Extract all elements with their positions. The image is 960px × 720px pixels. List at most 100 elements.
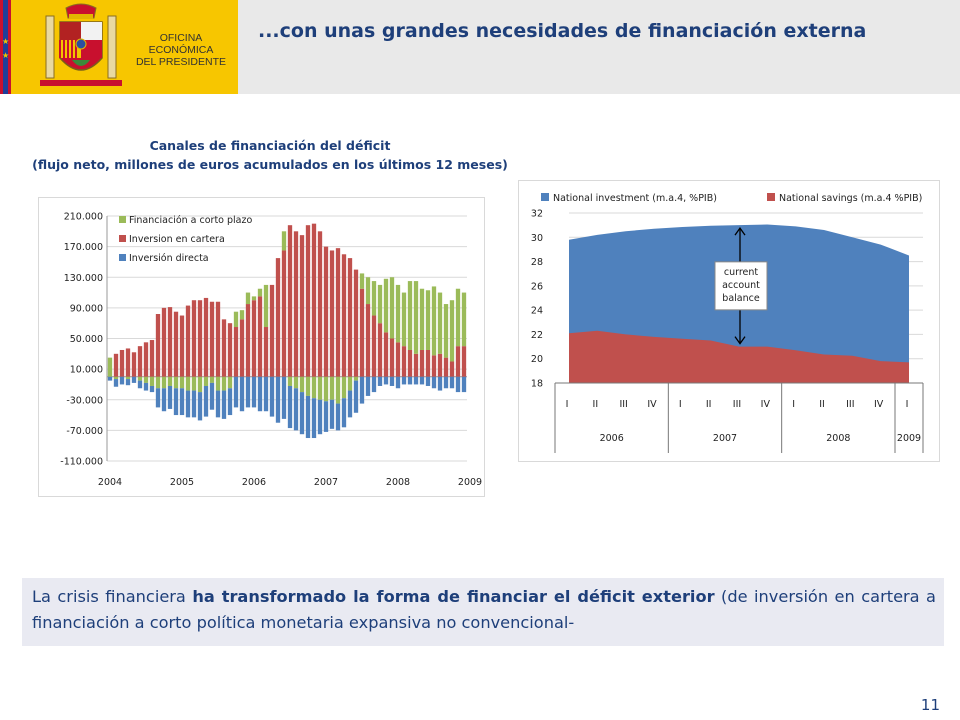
bar-segment: [221, 390, 227, 419]
bar-segment: [317, 399, 323, 435]
bar-segment: [353, 269, 359, 377]
bar-segment: [413, 353, 419, 377]
y-tick-label: 32: [531, 209, 543, 220]
bar-segment: [425, 290, 431, 350]
quarter-label: I: [792, 399, 795, 410]
bar-segment: [371, 315, 377, 377]
quarter-label: II: [819, 399, 825, 410]
year-label: 2007: [713, 433, 737, 444]
bar-segment: [419, 349, 425, 377]
bar-segment: [203, 297, 209, 377]
bar-segment: [107, 376, 113, 381]
legend-label: Financiación a corto plazo: [129, 215, 252, 226]
bar-segment: [329, 399, 335, 429]
office-logo-panel: [11, 0, 238, 94]
bar-segment: [119, 349, 125, 377]
y-tick-label: 20: [531, 354, 543, 365]
bar-segment: [293, 231, 299, 377]
quarter-label: I: [679, 399, 682, 410]
bar-segment: [287, 385, 293, 429]
bar-segment: [335, 248, 341, 377]
bar-segment: [137, 346, 143, 377]
bar-segment: [203, 385, 209, 417]
star-icon: ★: [2, 51, 10, 60]
bar-segment: [257, 296, 263, 377]
bar-segment: [149, 340, 155, 377]
bar-segment: [155, 314, 161, 377]
bar-segment: [347, 390, 353, 418]
bar-segment: [293, 376, 299, 389]
bar-segment: [413, 376, 419, 385]
x-tick-label: 2008: [386, 477, 410, 488]
bar-segment: [461, 376, 467, 393]
y-tick-label: 10.000: [70, 365, 103, 376]
bar-segment: [401, 346, 407, 377]
bar-segment: [437, 292, 443, 354]
bar-segment: [449, 300, 455, 362]
bar-segment: [173, 388, 179, 416]
bar-segment: [353, 380, 359, 413]
bar-segment: [389, 376, 395, 386]
arrow-head-up: [734, 227, 746, 236]
bar-segment: [221, 376, 227, 391]
quarter-label: III: [619, 399, 627, 410]
quarter-label: IV: [647, 399, 657, 410]
slide-title: ...con unas grandes necesidades de finan…: [258, 20, 867, 42]
bar-segment: [275, 376, 281, 423]
bar-segment: [413, 281, 419, 354]
bar-segment: [389, 277, 395, 339]
legend-label: Inversion en cartera: [129, 234, 225, 245]
bar-segment: [311, 398, 317, 439]
bar-segment: [143, 342, 149, 377]
bar-segment: [305, 395, 311, 439]
bar-segment: [215, 301, 221, 377]
bar-segment: [443, 357, 449, 377]
bar-segment: [251, 296, 257, 301]
bar-segment: [197, 300, 203, 377]
bar-segment: [191, 390, 197, 418]
eu-flag-strip: [0, 0, 11, 94]
bar-segment: [305, 225, 311, 377]
quarter-label: IV: [874, 399, 884, 410]
financing-channels-svg: 210.000 170.000 130.000 90.000 50.000 10.000 -…: [60, 212, 482, 489]
bar-segment: [149, 376, 155, 386]
bar-segment: [125, 376, 131, 380]
star-icon: ★: [2, 37, 10, 46]
bar-segment: [161, 307, 167, 377]
bar-segment: [233, 376, 239, 408]
bar-segment: [215, 376, 221, 391]
bar-segment: [395, 376, 401, 389]
y-tick-label: 90.000: [70, 303, 103, 314]
y-tick-label: 130.000: [64, 273, 103, 284]
bar-segment: [407, 349, 413, 377]
bar-segment: [263, 284, 269, 328]
legend-swatch: [767, 193, 775, 201]
bar-segment: [239, 310, 245, 320]
bar-segment: [425, 376, 431, 386]
bar-segment: [395, 342, 401, 377]
y-tick-label: -70.000: [66, 426, 103, 437]
bar-segment: [377, 376, 383, 386]
bar-segment: [383, 278, 389, 333]
legend-swatch: [119, 216, 126, 223]
y-tick-label: 28: [531, 257, 543, 268]
bar-segment: [113, 379, 119, 387]
y-tick-label: 22: [531, 330, 543, 341]
bar-segment: [227, 388, 233, 416]
bar-segment: [383, 376, 389, 385]
bar-segment: [269, 284, 275, 377]
bar-segment: [263, 327, 269, 377]
bar-segment: [377, 284, 383, 324]
bar-segment: [371, 376, 377, 393]
bar-segment: [167, 385, 173, 409]
bar-segment: [419, 288, 425, 350]
bar-segment: [203, 376, 209, 386]
bar-segment: [359, 376, 365, 404]
bar-segment: [257, 288, 263, 297]
bar-segment: [137, 376, 143, 381]
bar-segment: [293, 388, 299, 431]
bar-segment: [173, 311, 179, 377]
y-tick-label: 210.000: [64, 212, 103, 223]
bar-segment: [245, 376, 251, 408]
bar-segment: [431, 376, 437, 389]
